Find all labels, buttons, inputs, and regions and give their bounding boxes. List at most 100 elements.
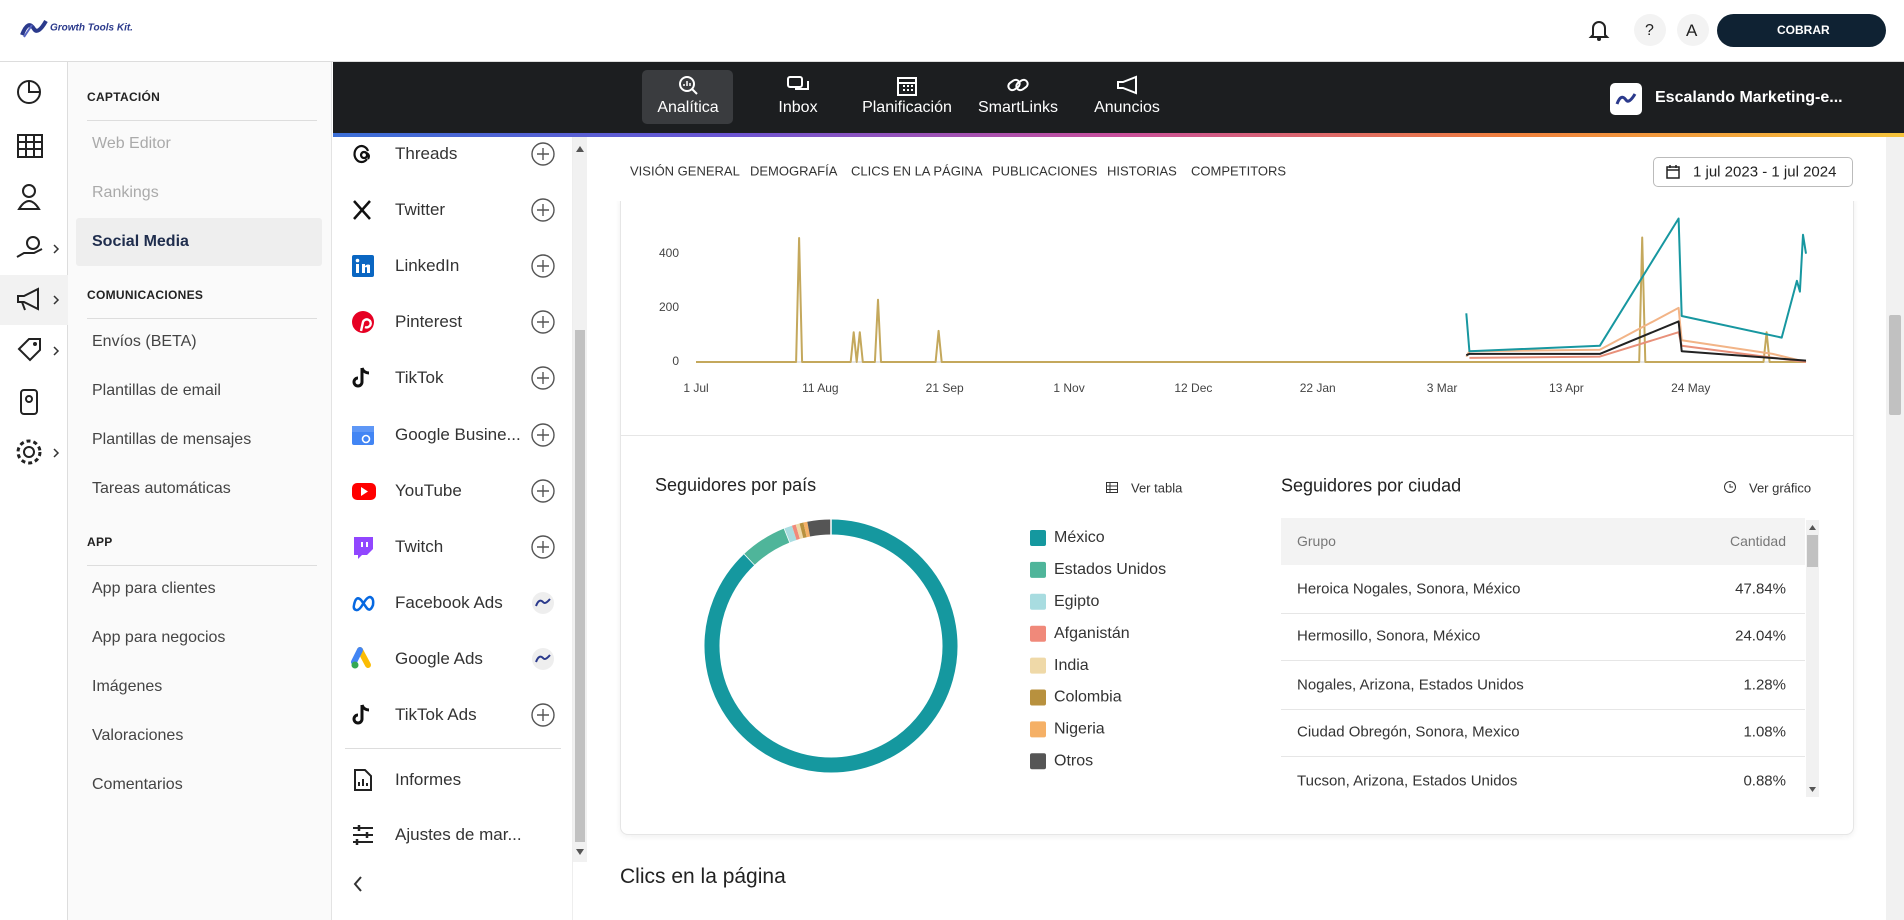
channel-icon[interactable] xyxy=(351,142,375,166)
table-scroll-track xyxy=(1806,520,1819,797)
channel-add[interactable] xyxy=(531,310,555,334)
ver-tabla[interactable]: Ver tabla xyxy=(1131,480,1183,496)
channel-add[interactable] xyxy=(531,366,555,391)
channel-icon[interactable] xyxy=(351,366,375,390)
table-cell: 0.88% xyxy=(1743,772,1786,790)
sidebar-section-title: APP xyxy=(87,535,113,549)
tab[interactable]: CLICS EN LA PÁGINA xyxy=(851,163,983,179)
sidebar-item[interactable]: Tareas automáticas xyxy=(92,480,231,497)
table-column: Grupo xyxy=(1297,533,1336,549)
cobrar-button[interactable] xyxy=(1717,14,1886,47)
sidebar-item[interactable]: Valoraciones xyxy=(92,727,184,744)
nav-item[interactable]: Anuncios xyxy=(1094,99,1160,116)
rail-icon[interactable] xyxy=(16,183,44,211)
channel-name[interactable]: Twitch xyxy=(395,536,444,556)
nav-item[interactable]: Inbox xyxy=(778,99,818,116)
nav-icon[interactable] xyxy=(787,75,809,95)
date-range[interactable]: 1 jul 2023 - 1 jul 2024 xyxy=(1693,163,1837,181)
rail-chevron xyxy=(53,346,60,356)
channel-name[interactable]: Google Ads xyxy=(395,648,483,668)
rail-icon[interactable] xyxy=(16,286,44,314)
channel-icon[interactable] xyxy=(351,479,376,503)
channel-connected[interactable] xyxy=(531,647,555,671)
tab[interactable]: HISTORIAS xyxy=(1107,163,1177,179)
rail-icon[interactable] xyxy=(16,235,44,263)
sidebar-item[interactable]: Imágenes xyxy=(92,678,163,695)
date-button[interactable] xyxy=(1653,157,1853,187)
logo-text: Growth Tools Kit. xyxy=(50,22,133,34)
scroll-up xyxy=(576,146,584,152)
rail-icon[interactable] xyxy=(16,439,44,467)
nav-item[interactable]: Analítica xyxy=(657,99,719,116)
help-button[interactable] xyxy=(1634,14,1666,46)
channel-add[interactable] xyxy=(531,254,555,278)
nav-icon[interactable] xyxy=(1116,75,1138,95)
channel-icon[interactable] xyxy=(351,703,375,727)
channel-name[interactable]: TikTok Ads xyxy=(395,705,477,724)
channel-add[interactable] xyxy=(531,422,555,447)
channel-name[interactable]: Twitter xyxy=(395,200,446,220)
sidebar-section-title: CAPTACIÓN xyxy=(87,90,161,104)
channel-add[interactable] xyxy=(531,478,555,503)
cobrar-text[interactable]: COBRAR xyxy=(1777,23,1830,37)
channel-name[interactable]: LinkedIn xyxy=(395,256,460,276)
avatar-button[interactable] xyxy=(1677,14,1709,46)
nav-icon[interactable] xyxy=(1007,75,1029,95)
channel-connected[interactable] xyxy=(531,591,555,615)
tab[interactable]: DEMOGRAFÍA xyxy=(750,163,838,179)
sidebar-item[interactable]: Comentarios xyxy=(92,776,183,793)
tool-icon[interactable] xyxy=(351,823,375,847)
channel-name[interactable]: TikTok xyxy=(395,368,444,388)
sidebar-item[interactable]: App para negocios xyxy=(92,629,226,646)
table-row-divider xyxy=(1281,709,1805,710)
rail-icon[interactable] xyxy=(16,79,44,107)
sidebar-item[interactable]: Rankings xyxy=(92,184,159,201)
channel-icon[interactable] xyxy=(351,535,375,559)
table-scroll-thumb xyxy=(1807,535,1818,567)
channel-add[interactable] xyxy=(531,534,555,559)
bell-icon[interactable] xyxy=(1588,19,1610,41)
channel-icon[interactable] xyxy=(351,646,375,671)
nav-item[interactable]: Planificación xyxy=(862,99,952,116)
sidebar-item[interactable]: Plantillas de mensajes xyxy=(92,431,252,448)
sidebar-item[interactable]: Envíos (BETA) xyxy=(92,333,197,350)
clock-icon[interactable] xyxy=(1724,481,1736,493)
channel-icon[interactable] xyxy=(351,310,375,334)
collapse-chevron[interactable] xyxy=(353,876,363,892)
channel-name[interactable]: Google Busine... xyxy=(395,424,521,444)
sidebar-item[interactable]: Plantillas de email xyxy=(92,382,221,399)
nav-active-bg xyxy=(642,70,733,124)
channel-add[interactable] xyxy=(531,703,555,727)
sidebar-item[interactable]: Web Editor xyxy=(92,135,171,152)
avatar-text[interactable]: A xyxy=(1686,21,1698,40)
nav-item[interactable]: SmartLinks xyxy=(977,99,1059,116)
tab[interactable]: COMPETITORS xyxy=(1191,163,1287,179)
calendar-icon[interactable] xyxy=(1666,165,1680,179)
tab[interactable]: PUBLICACIONES xyxy=(992,163,1098,179)
channel-name[interactable]: Pinterest xyxy=(395,312,463,332)
channel-name[interactable]: Threads xyxy=(395,144,458,163)
channel-icon[interactable] xyxy=(351,591,375,615)
channel-add[interactable] xyxy=(531,142,555,166)
rail-icon[interactable] xyxy=(16,132,44,160)
channel-icon[interactable] xyxy=(351,198,375,222)
ver-grafico[interactable]: Ver gráfico xyxy=(1749,480,1812,496)
channel-icon[interactable] xyxy=(351,423,375,447)
channel-icon[interactable] xyxy=(351,254,375,278)
tool-icon[interactable] xyxy=(351,768,375,792)
channel-name[interactable]: YouTube xyxy=(395,480,462,500)
tool-name[interactable]: Informes xyxy=(395,770,462,789)
sidebar-item[interactable]: Social Media xyxy=(92,233,189,250)
tab[interactable]: VISIÓN GENERAL xyxy=(630,163,740,179)
nav-icon[interactable] xyxy=(896,75,918,96)
help-text[interactable]: ? xyxy=(1645,22,1654,39)
rail-icon[interactable] xyxy=(16,337,44,365)
tool-name[interactable]: Ajustes de mar... xyxy=(395,825,522,844)
sidebar-item[interactable]: App para clientes xyxy=(92,580,216,597)
nav-icon[interactable] xyxy=(677,75,699,95)
channel-name[interactable]: Facebook Ads xyxy=(395,592,503,612)
rail-icon[interactable] xyxy=(16,388,44,416)
channel-add[interactable] xyxy=(531,198,555,222)
table-icon[interactable] xyxy=(1106,481,1118,493)
account-name[interactable]: Escalando Marketing-e... xyxy=(1655,89,1843,106)
